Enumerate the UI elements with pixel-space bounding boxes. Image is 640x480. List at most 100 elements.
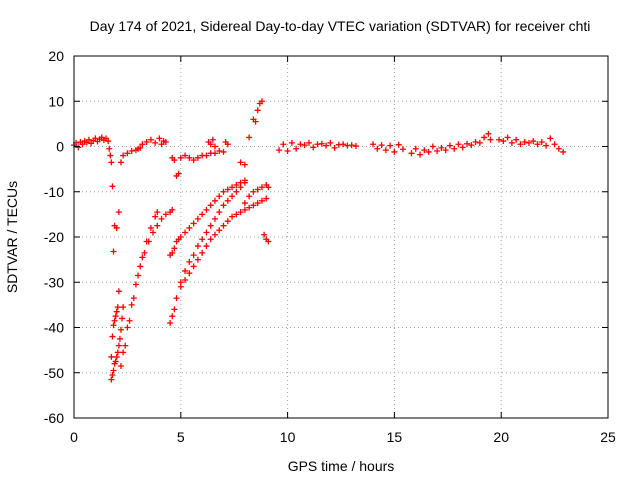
data-point — [194, 154, 201, 161]
data-point — [211, 231, 218, 238]
data-point — [543, 142, 550, 149]
y-tick-label: -20 — [44, 229, 64, 245]
data-point — [378, 142, 385, 149]
data-point — [237, 179, 244, 186]
data-point — [171, 245, 178, 252]
data-point — [154, 209, 161, 216]
y-tick-label: 10 — [48, 93, 64, 109]
data-point — [194, 256, 201, 263]
data-point — [207, 222, 214, 229]
data-point — [199, 249, 206, 256]
data-point — [79, 141, 86, 148]
data-point — [203, 152, 210, 159]
data-point — [112, 358, 119, 365]
data-point — [468, 142, 475, 149]
data-point — [143, 138, 150, 145]
data-point — [434, 148, 441, 155]
data-point — [438, 144, 445, 151]
data-point — [464, 140, 471, 147]
data-point — [114, 349, 121, 356]
data-point — [203, 206, 210, 213]
series-mid-tops — [205, 136, 231, 150]
data-point — [560, 148, 567, 155]
data-point — [297, 141, 304, 148]
data-point — [173, 295, 180, 302]
data-point — [113, 308, 120, 315]
data-point — [399, 146, 406, 153]
data-point — [254, 186, 261, 193]
data-point — [451, 145, 458, 152]
data-point — [412, 145, 419, 152]
data-point — [485, 130, 492, 137]
y-tick-label: 0 — [56, 139, 64, 155]
axis-ticks: 0 5 10 15 20 25 -60 -50 -40 -30 -20 -10 0 10 20 — [44, 48, 616, 445]
data-point — [224, 141, 231, 148]
grid-lines — [74, 56, 608, 418]
data-point — [108, 353, 115, 360]
data-point — [525, 139, 532, 146]
series-mid-small-dip — [169, 148, 227, 179]
data-point — [110, 248, 117, 255]
data-point — [220, 202, 227, 209]
data-point — [224, 186, 231, 193]
data-point — [186, 224, 193, 231]
data-point — [530, 138, 537, 145]
data-point — [513, 136, 520, 143]
data-point — [258, 184, 265, 191]
data-point — [194, 215, 201, 222]
data-point — [109, 333, 116, 340]
data-point — [280, 141, 287, 148]
data-point — [293, 145, 300, 152]
data-point — [111, 317, 118, 324]
data-point — [395, 141, 402, 148]
series-late-cluster — [237, 98, 272, 245]
data-point — [147, 224, 154, 231]
data-point — [162, 211, 169, 218]
data-point — [263, 195, 270, 202]
data-point — [538, 138, 545, 145]
x-tick-label: 10 — [280, 429, 296, 445]
data-point — [265, 184, 272, 191]
data-point — [220, 188, 227, 195]
data-point — [481, 134, 488, 141]
data-point — [186, 258, 193, 265]
data-point — [199, 236, 206, 243]
data-point — [190, 220, 197, 227]
x-tick-label: 25 — [600, 429, 616, 445]
data-point — [109, 183, 116, 190]
data-point — [162, 138, 169, 145]
data-point — [327, 139, 334, 146]
data-point — [92, 135, 99, 142]
data-point — [120, 349, 127, 356]
data-point — [500, 138, 507, 145]
data-point — [169, 249, 176, 256]
data-point — [446, 142, 453, 149]
data-point — [254, 200, 261, 207]
data-point — [340, 141, 347, 148]
data-point — [382, 147, 389, 154]
data-point — [132, 281, 139, 288]
data-point — [154, 222, 161, 229]
series-arc-7 — [177, 195, 270, 290]
data-point — [139, 141, 146, 148]
data-point — [207, 236, 214, 243]
data-point — [534, 141, 541, 148]
data-point — [211, 215, 218, 222]
data-point — [387, 142, 394, 149]
data-point — [442, 147, 449, 154]
data-point — [207, 202, 214, 209]
y-tick-label: -10 — [44, 184, 64, 200]
data-point — [190, 252, 197, 259]
data-point — [152, 139, 159, 146]
data-point — [258, 197, 265, 204]
data-point — [158, 215, 165, 222]
series-early-drop — [106, 144, 144, 255]
data-point — [116, 335, 123, 342]
data-point — [233, 181, 240, 188]
data-point — [216, 209, 223, 216]
data-point — [207, 141, 214, 148]
data-point — [124, 324, 131, 331]
data-point — [145, 238, 152, 245]
series-baseline-16-19 — [408, 130, 494, 158]
